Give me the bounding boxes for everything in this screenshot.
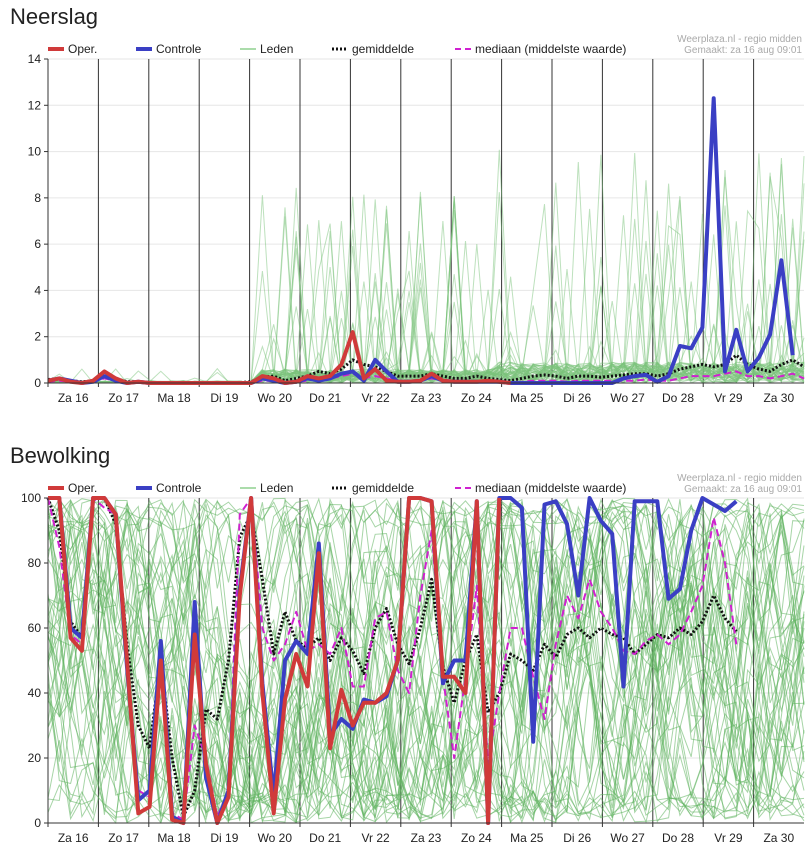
ensemble-member-line: [47, 500, 805, 823]
ensemble-member-line: [47, 500, 805, 823]
x-tick-label: Zo 17: [108, 831, 139, 845]
x-tick-label: Do 28: [662, 391, 694, 405]
series-line-oper: [47, 330, 511, 385]
legend-label-2: Leden: [260, 42, 293, 56]
y-tick-label: 6: [34, 237, 41, 251]
credit-generated: Gemaakt: za 16 aug 09:01: [684, 45, 802, 56]
ensemble-member-line: [47, 514, 805, 821]
x-tick-label: Zo 24: [461, 831, 492, 845]
legend-label-2: Leden: [260, 481, 293, 495]
x-tick-label: Vr 29: [714, 391, 743, 405]
legend-label-4: mediaan (middelste waarde): [475, 42, 626, 56]
ensemble-member-line: [47, 498, 805, 824]
x-tick-label: Zo 17: [108, 391, 139, 405]
x-tick-label: Di 19: [210, 391, 238, 405]
y-tick-label: 10: [28, 145, 42, 159]
ensemble-member-line: [47, 497, 805, 756]
ensemble-member-line: [47, 497, 805, 820]
chart-title-neerslag: Neerslag: [10, 4, 99, 29]
legend-label-0: Oper.: [68, 481, 97, 495]
y-tick-label: 8: [34, 191, 41, 205]
x-tick-label: Ma 25: [510, 831, 544, 845]
ensemble-member-line: [47, 498, 805, 810]
legend-label-3: gemiddelde: [352, 42, 414, 56]
x-tick-label: Ma 18: [157, 831, 191, 845]
y-tick-label: 60: [28, 621, 42, 635]
x-tick-label: Vr 22: [361, 391, 390, 405]
ensemble-member-line: [47, 498, 805, 820]
x-tick-label: Vr 29: [714, 831, 743, 845]
ensemble-member-line: [47, 499, 805, 818]
credit-source: Weerplaza.nl - regio midden: [677, 34, 802, 45]
y-tick-label: 14: [28, 52, 42, 66]
x-tick-label: Do 21: [309, 391, 341, 405]
series-line-oper: [48, 496, 502, 825]
y-tick-label: 4: [34, 283, 41, 297]
x-tick-label: Vr 22: [361, 831, 390, 845]
x-tick-label: Za 30: [763, 391, 794, 405]
y-tick-label: 100: [21, 491, 41, 505]
x-tick-label: Wo 20: [258, 831, 293, 845]
ensemble-member-line: [47, 499, 805, 816]
x-tick-label: Di 26: [563, 831, 591, 845]
x-tick-label: Za 16: [58, 831, 89, 845]
y-tick-label: 0: [34, 816, 41, 830]
ensemble-member-line: [47, 497, 805, 824]
x-tick-label: Di 19: [210, 831, 238, 845]
x-tick-label: Zo 24: [461, 391, 492, 405]
legend-label-3: gemiddelde: [352, 481, 414, 495]
ensemble-member-line: [47, 500, 805, 822]
x-tick-label: Za 23: [411, 391, 442, 405]
x-tick-label: Ma 18: [157, 391, 191, 405]
x-tick-label: Za 30: [763, 831, 794, 845]
y-tick-label: 80: [28, 556, 42, 570]
legend-label-4: mediaan (middelste waarde): [475, 481, 626, 495]
x-tick-label: Wo 27: [610, 831, 645, 845]
credit-source: Weerplaza.nl - regio midden: [677, 473, 802, 484]
ensemble-member-line: [47, 503, 805, 824]
y-tick-label: 2: [34, 330, 41, 344]
ensemble-member-line: [47, 503, 805, 825]
x-tick-label: Do 21: [309, 831, 341, 845]
ensemble-member-line: [47, 506, 805, 822]
legend-label-0: Oper.: [68, 42, 97, 56]
neerslag-chart: Oper. Controle Leden gemiddelde mediaan (mid…: [28, 34, 805, 405]
legend-label-1: Controle: [156, 42, 202, 56]
ensemble-members: [47, 497, 805, 825]
x-tick-label: Za 23: [411, 831, 442, 845]
x-tick-label: Wo 20: [258, 391, 293, 405]
legend-label-1: Controle: [156, 481, 202, 495]
x-tick-label: Ma 25: [510, 391, 544, 405]
y-tick-label: 20: [28, 751, 42, 765]
y-tick-label: 0: [34, 376, 41, 390]
x-tick-label: Do 28: [662, 831, 694, 845]
y-tick-label: 40: [28, 686, 42, 700]
y-tick-label: 12: [28, 98, 42, 112]
credit-generated: Gemaakt: za 16 aug 09:01: [684, 484, 802, 495]
chart-title-bewolking: Bewolking: [10, 443, 111, 468]
ensemble-member-line: [47, 497, 805, 823]
ensemble-member-line: [47, 499, 805, 815]
ensemble-member-line: [47, 499, 805, 822]
x-tick-label: Di 26: [563, 391, 591, 405]
x-tick-label: Wo 27: [610, 391, 645, 405]
x-tick-label: Za 16: [58, 391, 89, 405]
